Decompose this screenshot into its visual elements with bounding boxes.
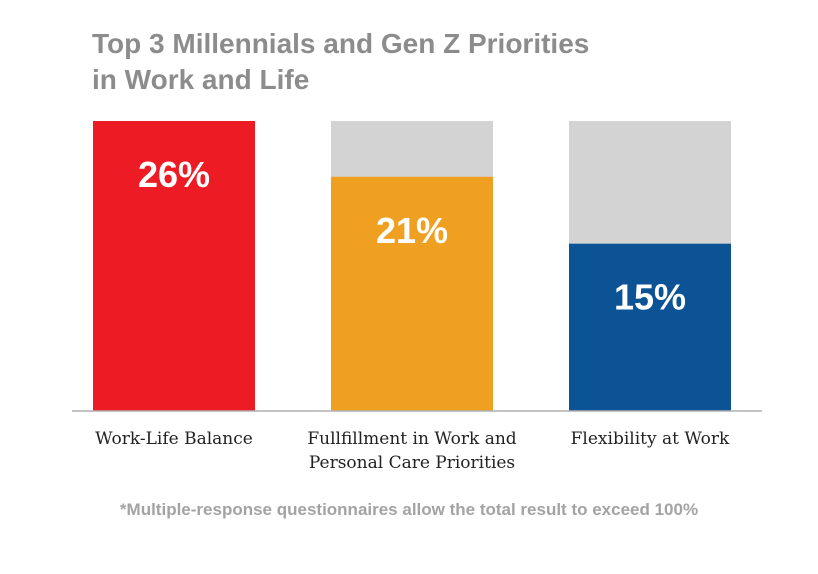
bar: [331, 176, 493, 411]
category-label: Work-Life Balance: [95, 429, 253, 449]
chart-title: Top 3 Millennials and Gen Z Priorities i…: [92, 26, 732, 98]
bar: [569, 243, 731, 411]
footnote: *Multiple-response questionnaires allow …: [119, 500, 699, 519]
chart-title-line-1: Top 3 Millennials and Gen Z Priorities: [92, 28, 590, 59]
category-label: Fullfillment in Work and Personal Care Pr…: [307, 429, 516, 473]
category-label: Flexibility at Work: [571, 429, 730, 449]
bar-value-label: 26%: [138, 154, 210, 195]
bar: [93, 121, 255, 411]
chart-title-line-2: in Work and Life: [92, 64, 310, 95]
bar-value-label: 15%: [614, 277, 686, 318]
bar-value-label: 21%: [376, 210, 448, 251]
